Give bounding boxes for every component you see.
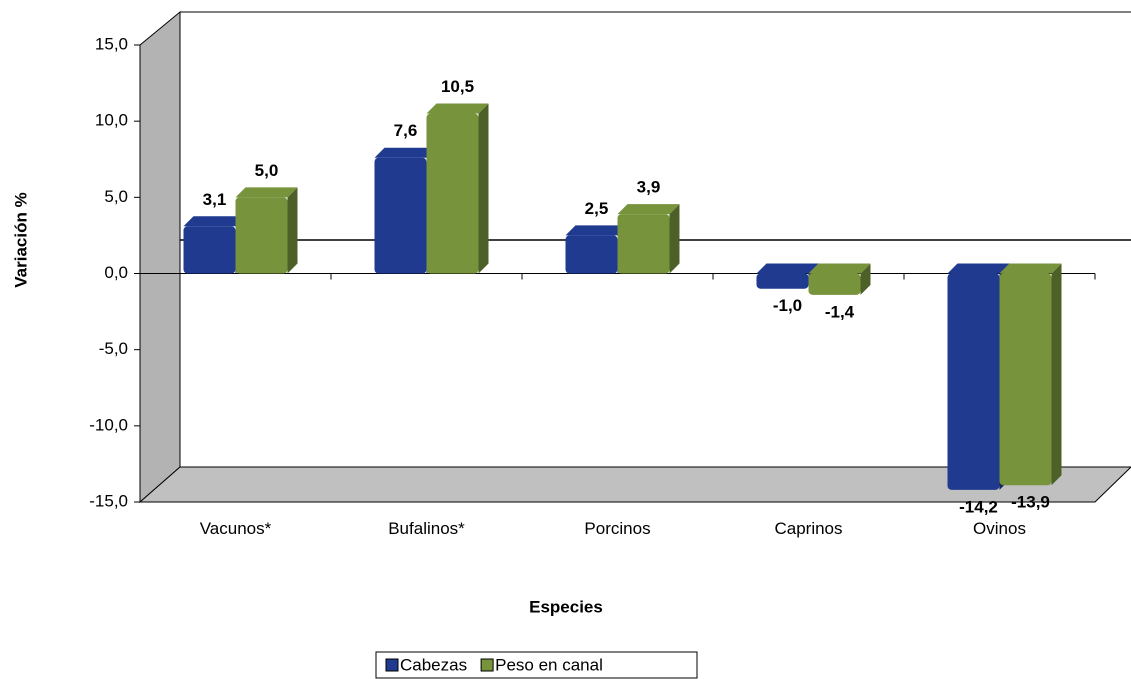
x-tick-label: Ovinos	[973, 519, 1026, 538]
legend-box	[375, 651, 698, 679]
y-axis-title: Variación %	[11, 192, 30, 287]
bar	[947, 273, 1000, 490]
x-tick-label: Porcinos	[584, 519, 650, 538]
bar-top	[947, 263, 1010, 274]
y-tick-label: 0,0	[104, 263, 128, 282]
y-tick-label: 10,0	[95, 111, 128, 130]
bar-side	[860, 263, 871, 295]
data-label: -1,0	[773, 296, 802, 315]
data-label: -13,9	[1011, 493, 1050, 512]
floor	[138, 466, 1131, 503]
bar	[235, 197, 288, 274]
bar-top	[617, 204, 680, 215]
y-tick-label: -15,0	[89, 491, 128, 510]
bar-top	[183, 216, 246, 227]
bar	[617, 214, 670, 274]
legend-label: Cabezas	[400, 655, 467, 674]
data-label: 2,5	[585, 199, 609, 218]
bar-side	[1051, 263, 1062, 486]
bar	[808, 273, 861, 295]
bar-top	[565, 225, 628, 236]
bar-side	[287, 187, 298, 274]
x-axis-title: Especies	[529, 597, 603, 616]
legend-label: Peso en canal	[495, 655, 603, 674]
x-tick-label: Vacunos*	[200, 519, 272, 538]
data-label: 5,0	[255, 161, 279, 180]
data-label: 3,9	[637, 178, 661, 197]
legend-swatch	[385, 658, 399, 672]
bar-top	[235, 187, 298, 198]
data-label: 7,6	[394, 121, 418, 140]
bar-top	[426, 103, 489, 114]
x-tick-label: Caprinos	[774, 519, 842, 538]
data-label: 10,5	[441, 77, 474, 96]
y-tick-label: 15,0	[95, 34, 128, 53]
bar-top	[808, 263, 871, 274]
bar-side	[478, 103, 489, 274]
y-tick-label: -10,0	[89, 415, 128, 434]
data-label: -1,4	[825, 302, 855, 321]
legend: Cabezas Peso en canal	[385, 655, 603, 674]
y-tick-label: 5,0	[104, 187, 128, 206]
bar	[374, 157, 427, 274]
bar	[183, 226, 236, 274]
x-tick-label: Bufalinos*	[388, 519, 465, 538]
bar-top	[999, 263, 1062, 274]
bar	[426, 113, 479, 274]
bar-top	[756, 263, 819, 274]
legend-swatch	[480, 658, 494, 672]
bar	[565, 235, 618, 274]
y-tick-label: -5,0	[99, 339, 128, 358]
side-wall	[139, 10, 181, 504]
bar	[999, 273, 1052, 486]
data-label: -14,2	[959, 497, 998, 516]
bar-side	[669, 204, 680, 274]
data-label: 3,1	[203, 190, 227, 209]
bar-top	[374, 147, 437, 158]
bar	[756, 273, 809, 289]
